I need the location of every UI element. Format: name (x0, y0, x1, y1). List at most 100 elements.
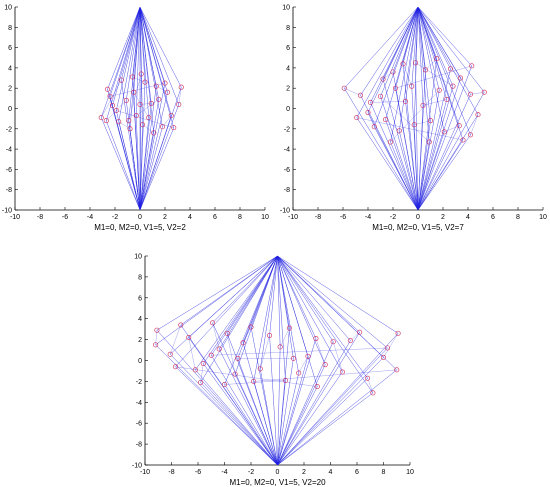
data-point (224, 330, 230, 336)
series-connector (414, 120, 431, 125)
series-line (277, 255, 388, 466)
data-point (277, 344, 283, 350)
data-point (339, 369, 345, 375)
series-connector (422, 99, 447, 106)
data-point (178, 84, 184, 90)
y-tick-label: -8 (6, 187, 12, 194)
x-tick-label: -8 (315, 214, 321, 221)
series-line (195, 255, 278, 466)
data-point (305, 353, 311, 359)
series-line (155, 255, 278, 466)
series-line (277, 255, 299, 466)
data-point (251, 378, 257, 384)
data-point (378, 93, 384, 99)
x-tick-label: 10 (406, 469, 414, 476)
x-tick-label: -10 (10, 214, 20, 221)
y-tick-label: 8 (286, 25, 290, 32)
chart-panel-1: -10 -8 -6 -4 -2 0 2 4 6 8 10 -10 -8 -6 -4 -2 0 2 4 6 8 10 M1=0… (2, 5, 269, 233)
y-tick-label: 10 (4, 5, 12, 12)
y-tick-label: -10 (2, 208, 12, 215)
data-point (426, 139, 432, 145)
data-point (330, 339, 336, 345)
y-tick-label: 2 (286, 86, 290, 93)
data-point (368, 99, 374, 105)
y-tick-label: 6 (8, 45, 12, 52)
y-tick-label: 10 (134, 254, 142, 261)
x-tick-label: 10 (539, 214, 547, 221)
data-point (267, 332, 273, 338)
x-axis-label: M1=0, M2=0, V1=5, V2=2 (94, 223, 186, 232)
series-connector (415, 62, 454, 87)
data-point (153, 83, 159, 89)
y-tick-label: 4 (8, 65, 12, 72)
series-connector (116, 110, 174, 128)
x-tick-label: -4 (87, 214, 93, 221)
y-tick-label: -2 (6, 126, 12, 133)
data-point (138, 71, 144, 77)
data-point (113, 108, 119, 114)
y-tick-label: -2 (136, 379, 142, 386)
series-line (277, 255, 398, 466)
series-line (367, 6, 419, 211)
data-point (131, 89, 137, 95)
y-tick-label: 6 (286, 45, 290, 52)
y-tick-label: 2 (138, 337, 142, 344)
series-line (277, 255, 399, 466)
data-point (456, 123, 462, 129)
data-point (403, 98, 409, 104)
series-connector (444, 125, 460, 133)
data-point (428, 118, 434, 124)
y-tick-label: 4 (286, 65, 290, 72)
data-point (107, 93, 113, 99)
data-point (140, 122, 146, 128)
data-point (148, 100, 154, 106)
data-point (460, 137, 466, 143)
series-line (106, 6, 141, 211)
series-connector (395, 65, 472, 89)
data-point (103, 118, 109, 124)
data-point (133, 113, 139, 119)
data-point (395, 330, 401, 336)
series-line (253, 255, 278, 466)
data-point (313, 336, 319, 342)
data-point (354, 115, 360, 121)
x-axis-label: M1=0, M2=0, V1=5, V2=7 (372, 223, 464, 232)
series-line (234, 255, 278, 466)
series-connector (188, 337, 196, 370)
data-point (365, 110, 371, 116)
data-point (118, 77, 124, 83)
x-tick-label: -10 (288, 214, 298, 221)
data-point (436, 87, 442, 93)
data-point (162, 80, 168, 86)
series-connector (200, 363, 204, 383)
y-tick-label: -6 (6, 167, 12, 174)
data-point (232, 371, 238, 377)
y-tick-label: -6 (284, 167, 290, 174)
y-tick-label: -2 (284, 126, 290, 133)
data-point (146, 115, 152, 121)
x-tick-label: -10 (140, 469, 150, 476)
data-point (257, 366, 263, 372)
x-tick-label: -8 (37, 214, 43, 221)
data-point (222, 382, 228, 388)
series-connector (133, 92, 149, 118)
data-point (130, 74, 136, 80)
data-point (357, 329, 363, 335)
series-line (277, 255, 334, 466)
series-line (277, 255, 317, 466)
data-point (171, 125, 177, 131)
data-point (371, 124, 377, 130)
x-tick-label: 10 (261, 214, 269, 221)
y-tick-label: 4 (138, 316, 142, 323)
x-tick-label: -4 (365, 214, 371, 221)
data-point (481, 89, 487, 95)
series-connector (370, 101, 406, 103)
data-point (116, 119, 122, 125)
data-point (110, 102, 116, 108)
y-tick-label: -4 (136, 400, 142, 407)
data-point (468, 91, 474, 97)
data-point (423, 67, 429, 73)
chart-panel-2: -10 -8 -6 -4 -2 0 2 4 6 8 10 -10 -8 -6 -4 -2 0 2 4 6 8 10 M1=0… (280, 5, 547, 233)
series-line (277, 255, 351, 466)
series-connector (101, 79, 122, 118)
